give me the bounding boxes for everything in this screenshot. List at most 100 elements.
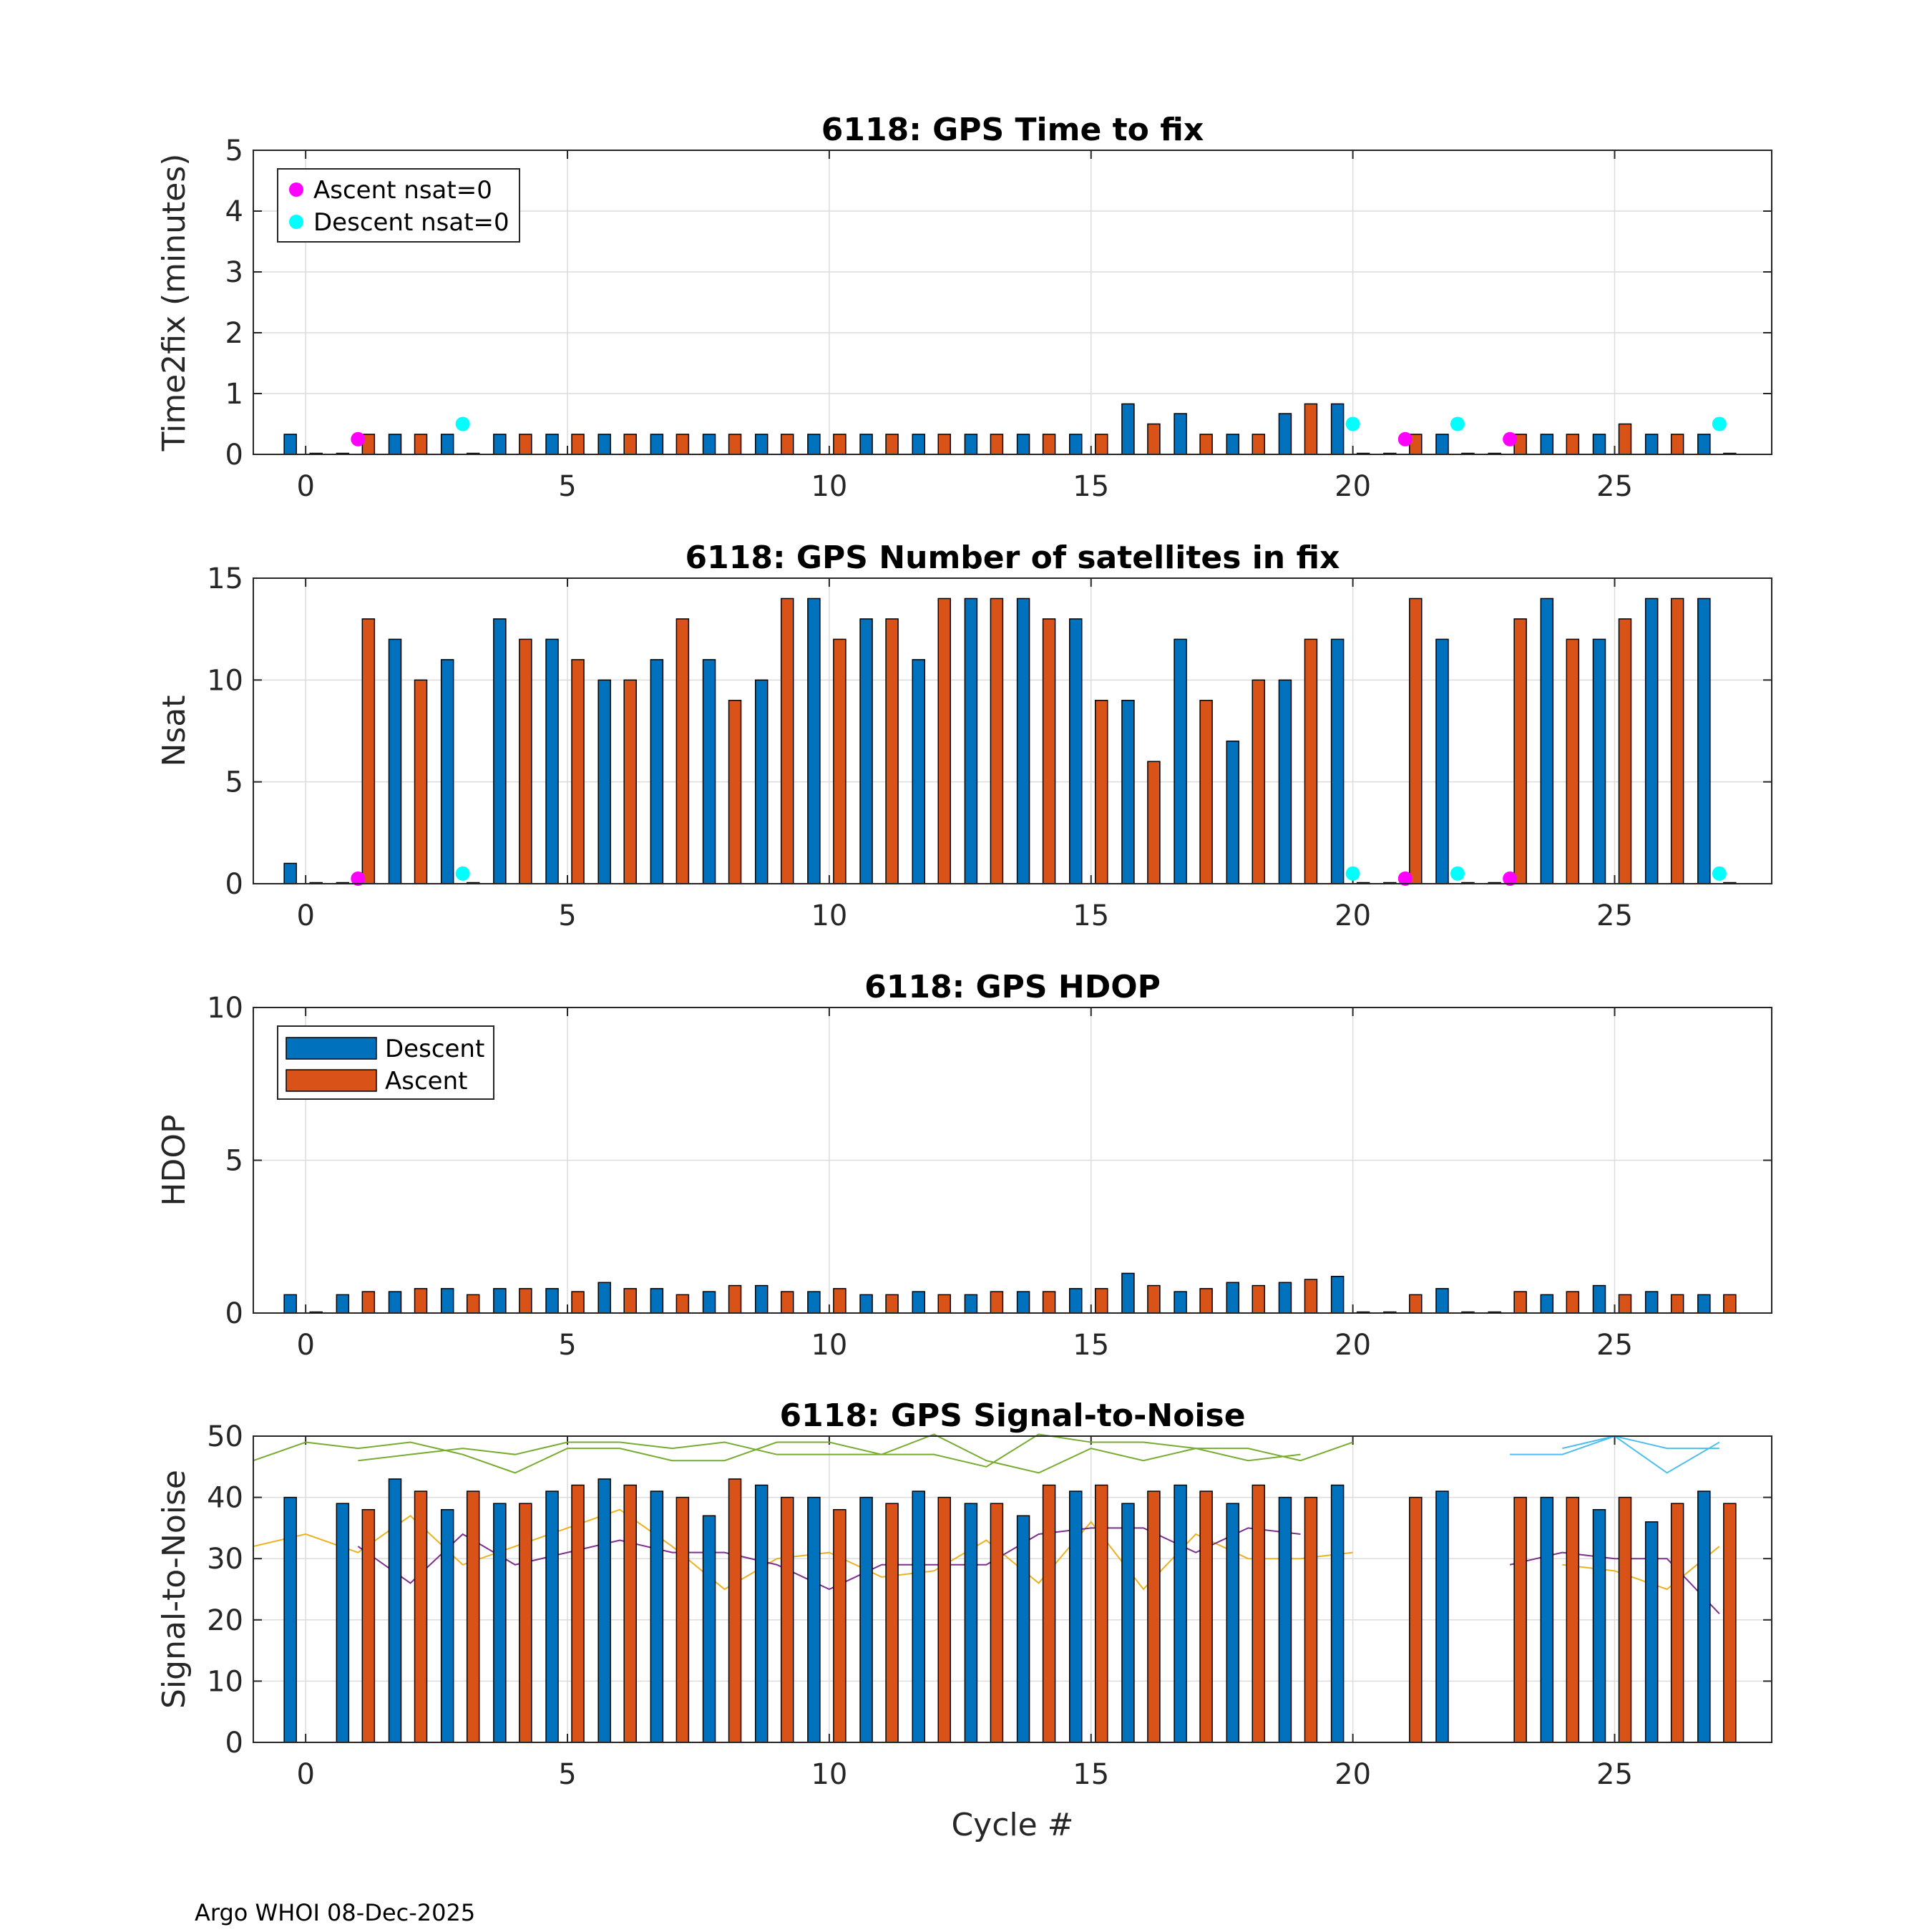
descent-bar bbox=[1644, 434, 1659, 455]
ascent-bar bbox=[1095, 434, 1108, 455]
ascent-bar bbox=[1670, 434, 1684, 455]
x-tick-label: 10 bbox=[811, 899, 847, 932]
ascent-bar bbox=[675, 1294, 690, 1314]
panel-3: 0 5 10 15 20 25 0 5 10 6118: GPS HDOP HDOP Descent A… bbox=[156, 969, 1772, 1362]
panel-2: 0 5 10 15 20 25 0 5 10 15 6118: GPS Number of sate… bbox=[156, 540, 1772, 932]
descent-bar bbox=[1226, 434, 1240, 455]
ascent-bar bbox=[1147, 423, 1161, 455]
descent-bar bbox=[859, 434, 873, 455]
ascent-nsat0-marker bbox=[1397, 431, 1413, 447]
ascent-bar bbox=[414, 1491, 428, 1743]
x-tick-label: 25 bbox=[1596, 470, 1633, 503]
ascent-bar bbox=[414, 1288, 428, 1314]
ascent-bar bbox=[1252, 1484, 1266, 1743]
descent-bar bbox=[1069, 1288, 1083, 1314]
ascent-bar bbox=[833, 434, 847, 455]
descent-bar bbox=[1016, 597, 1030, 884]
x-tick-label: 15 bbox=[1073, 470, 1109, 503]
ascent-bar bbox=[885, 1294, 899, 1314]
descent-bar bbox=[912, 434, 925, 455]
descent-bar bbox=[1174, 1291, 1187, 1314]
descent-bar bbox=[1174, 1484, 1187, 1743]
ascent-bar bbox=[728, 1478, 742, 1743]
ascent-bar bbox=[780, 1291, 794, 1314]
ascent-bar bbox=[1199, 434, 1213, 455]
y-axis-label: Nsat bbox=[156, 695, 192, 766]
y-tick-label: 0 bbox=[225, 1297, 243, 1330]
ascent-bar bbox=[1670, 597, 1684, 884]
ascent-bar bbox=[780, 1496, 794, 1743]
descent-bar bbox=[1278, 679, 1292, 884]
descent-bar bbox=[912, 659, 925, 884]
descent-bar bbox=[1697, 1491, 1711, 1743]
descent-bar bbox=[283, 1496, 297, 1743]
descent-bar bbox=[807, 434, 821, 455]
ascent-bar bbox=[1147, 1491, 1161, 1743]
descent-bar bbox=[964, 597, 978, 884]
descent-bar bbox=[807, 1291, 821, 1314]
ascent-bar bbox=[1618, 1294, 1632, 1314]
descent-bar bbox=[964, 434, 978, 455]
y-tick-label: 0 bbox=[225, 868, 243, 901]
ascent-bar bbox=[1566, 638, 1580, 884]
y-tick-label: 50 bbox=[207, 1420, 243, 1453]
x-tick-label: 0 bbox=[296, 470, 314, 503]
descent-bar bbox=[859, 1496, 873, 1743]
ascent-bar bbox=[1199, 700, 1213, 884]
ascent-bar bbox=[728, 1284, 742, 1314]
x-tick-label: 10 bbox=[811, 1329, 847, 1362]
x-tick-label: 25 bbox=[1596, 1329, 1633, 1362]
ascent-bar bbox=[1304, 638, 1318, 884]
ascent-bar bbox=[361, 618, 376, 884]
x-tick-label: 15 bbox=[1073, 1758, 1109, 1791]
y-tick-label: 30 bbox=[207, 1543, 243, 1576]
descent-bar bbox=[1592, 1508, 1606, 1743]
y-tick-label: 5 bbox=[225, 135, 243, 167]
snr-line bbox=[253, 1508, 1353, 1591]
legend-label: Descent nsat=0 bbox=[313, 208, 509, 237]
descent-bar bbox=[388, 1291, 402, 1314]
ascent-bar bbox=[1304, 1496, 1318, 1743]
ascent-bar bbox=[937, 597, 951, 884]
ascent-bar bbox=[1252, 434, 1266, 455]
y-tick-label: 5 bbox=[225, 766, 243, 799]
ascent-bar bbox=[728, 700, 742, 884]
ascent-nsat0-marker bbox=[351, 871, 366, 886]
ascent-bar bbox=[1618, 423, 1632, 455]
ascent-bar bbox=[1199, 1491, 1213, 1743]
descent-bar bbox=[440, 1508, 454, 1743]
ascent-bar bbox=[675, 1496, 690, 1743]
ascent-nsat0-marker bbox=[1397, 871, 1413, 886]
ascent-bar bbox=[1618, 1496, 1632, 1743]
ascent-bar bbox=[780, 597, 794, 884]
ascent-bar bbox=[1095, 1288, 1108, 1314]
descent-bar bbox=[1435, 434, 1449, 455]
ascent-bar bbox=[623, 679, 637, 884]
descent-bar bbox=[1644, 597, 1659, 884]
ascent-bar bbox=[1670, 1294, 1684, 1314]
descent-bar bbox=[1435, 638, 1449, 884]
descent-bar bbox=[1016, 1291, 1030, 1314]
x-tick-label: 5 bbox=[558, 899, 576, 932]
ascent-bar bbox=[623, 434, 637, 455]
descent-bar bbox=[1592, 638, 1606, 884]
legend-label: Ascent bbox=[385, 1067, 467, 1096]
ascent-bar bbox=[1513, 1496, 1527, 1743]
descent-bar bbox=[597, 679, 611, 884]
x-tick-label: 20 bbox=[1335, 1758, 1371, 1791]
descent-bar bbox=[388, 434, 402, 455]
legend-descent-nsat0-marker bbox=[289, 215, 303, 229]
descent-bar bbox=[1226, 1282, 1240, 1314]
descent-bar bbox=[283, 434, 297, 455]
x-tick-label: 5 bbox=[558, 1758, 576, 1791]
descent-bar bbox=[1697, 597, 1711, 884]
descent-bar bbox=[493, 1288, 507, 1314]
ascent-bar bbox=[1199, 1288, 1213, 1314]
y-axis-label: Time2fix (minutes) bbox=[156, 154, 192, 452]
x-tick-label: 5 bbox=[558, 470, 576, 503]
descent-bar bbox=[754, 434, 769, 455]
descent-bar bbox=[1121, 1272, 1135, 1314]
ascent-bar bbox=[1723, 1503, 1737, 1743]
legend-direction: Descent Ascent bbox=[277, 1025, 494, 1100]
